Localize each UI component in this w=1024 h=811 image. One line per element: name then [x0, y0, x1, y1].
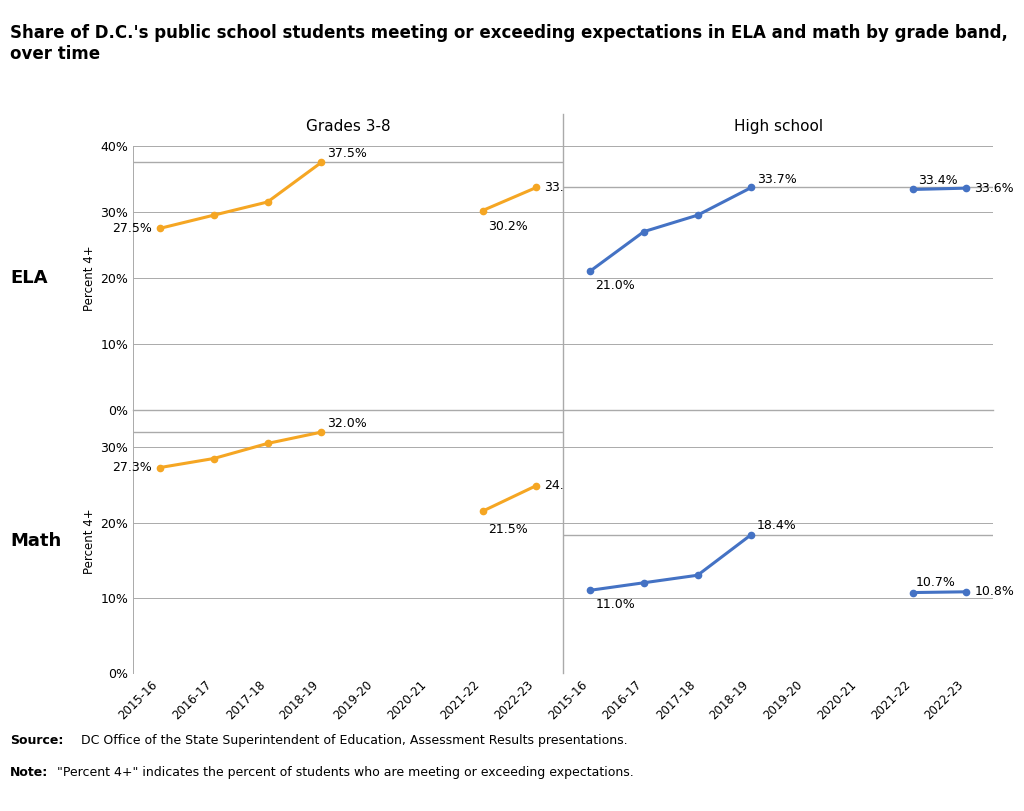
Text: 30.2%: 30.2%	[488, 221, 527, 234]
Text: 24.9%: 24.9%	[545, 479, 584, 492]
Text: Source:: Source:	[10, 734, 63, 747]
Text: Grades 3-8: Grades 3-8	[306, 119, 390, 134]
Text: High school: High school	[733, 119, 823, 134]
Text: "Percent 4+" indicates the percent of students who are meeting or exceeding expe: "Percent 4+" indicates the percent of st…	[53, 766, 634, 779]
Text: 37.5%: 37.5%	[327, 148, 367, 161]
Text: 33.7%: 33.7%	[757, 173, 797, 186]
Text: 18.4%: 18.4%	[757, 519, 797, 532]
Text: 21.5%: 21.5%	[488, 522, 527, 535]
Y-axis label: Percent 4+: Percent 4+	[83, 245, 96, 311]
Text: Math: Math	[10, 532, 61, 551]
Text: 33.6%: 33.6%	[975, 182, 1014, 195]
Text: 33.7%: 33.7%	[545, 181, 584, 194]
Y-axis label: Percent 4+: Percent 4+	[83, 508, 96, 574]
Text: Note:: Note:	[10, 766, 48, 779]
Text: 27.3%: 27.3%	[113, 461, 152, 474]
Text: 21.0%: 21.0%	[596, 279, 635, 292]
Text: 11.0%: 11.0%	[596, 598, 635, 611]
Text: 33.4%: 33.4%	[918, 174, 957, 187]
Text: 27.5%: 27.5%	[112, 222, 152, 235]
Text: Share of D.C.'s public school students meeting or exceeding expectations in ELA : Share of D.C.'s public school students m…	[10, 24, 1008, 63]
Text: 32.0%: 32.0%	[327, 417, 367, 430]
Text: DC Office of the State Superintendent of Education, Assessment Results presentat: DC Office of the State Superintendent of…	[77, 734, 628, 747]
Text: ELA: ELA	[10, 268, 48, 287]
Text: 10.7%: 10.7%	[915, 576, 955, 589]
Text: 10.8%: 10.8%	[975, 586, 1015, 599]
